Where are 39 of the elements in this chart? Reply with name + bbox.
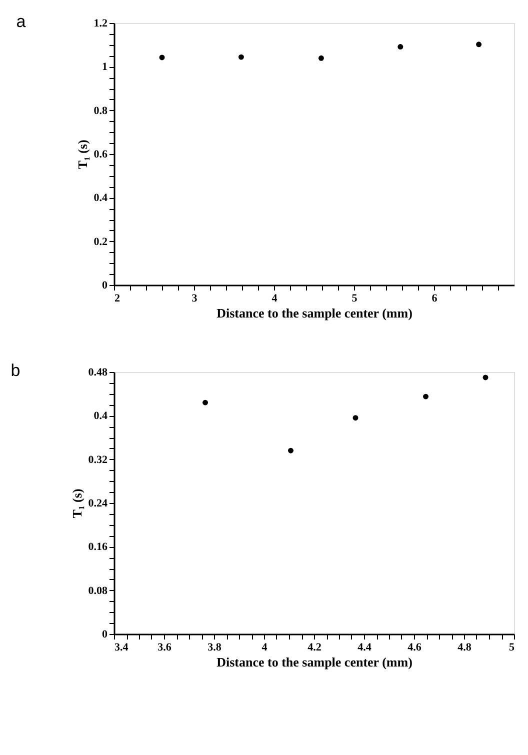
chart-title: a	[16, 12, 26, 31]
x-tick-label: 5	[509, 642, 515, 654]
point	[482, 374, 488, 380]
x-tick-label: 6	[432, 292, 438, 304]
chart-title: b	[10, 361, 20, 380]
y-tick-label: 0.32	[88, 454, 108, 466]
x-tick-label: 3.4	[114, 642, 129, 654]
y-tick-label: 0	[102, 628, 108, 640]
x-axis-title: Distance to the sample center (mm)	[216, 654, 412, 670]
point	[202, 400, 208, 406]
x-tick-label: 4.8	[458, 642, 472, 654]
point	[352, 415, 358, 421]
x-tick-label: 4.6	[408, 642, 422, 654]
y-tick-label: 0.4	[94, 192, 108, 204]
x-tick-label: 4	[272, 292, 278, 304]
x-tick-label: 3.8	[208, 642, 222, 654]
y-tick-label: 0.6	[94, 148, 108, 160]
y-tick-label: 0.8	[94, 104, 108, 117]
y-axis-title: T₁ (s)	[69, 488, 84, 518]
y-tick-label: 0.16	[88, 541, 108, 554]
x-tick-label: 3	[192, 292, 198, 304]
point	[288, 448, 294, 454]
x-tick-label: 4.4	[358, 642, 372, 654]
y-tick-label: 1.2	[94, 18, 108, 30]
y-tick-label: 0.24	[88, 498, 108, 510]
x-tick-label: 2	[114, 292, 120, 304]
x-tick-label: 3.6	[158, 642, 172, 654]
y-axis-title: T₁ (s)	[74, 140, 90, 170]
x-tick-label: 4	[262, 642, 268, 654]
y-tick-label: 0.4	[94, 410, 108, 422]
x-tick-label: 5	[352, 292, 358, 304]
y-tick-label: 0.48	[88, 366, 108, 378]
y-tick-label: 0.2	[94, 236, 108, 248]
y-tick-label: 0	[102, 280, 108, 292]
y-tick-label: 1	[102, 61, 108, 74]
y-tick-label: 0.08	[88, 584, 108, 597]
point	[423, 394, 428, 400]
x-tick-label: 4.2	[308, 642, 322, 654]
x-axis-title: Distance to the sample center (mm)	[216, 306, 412, 320]
